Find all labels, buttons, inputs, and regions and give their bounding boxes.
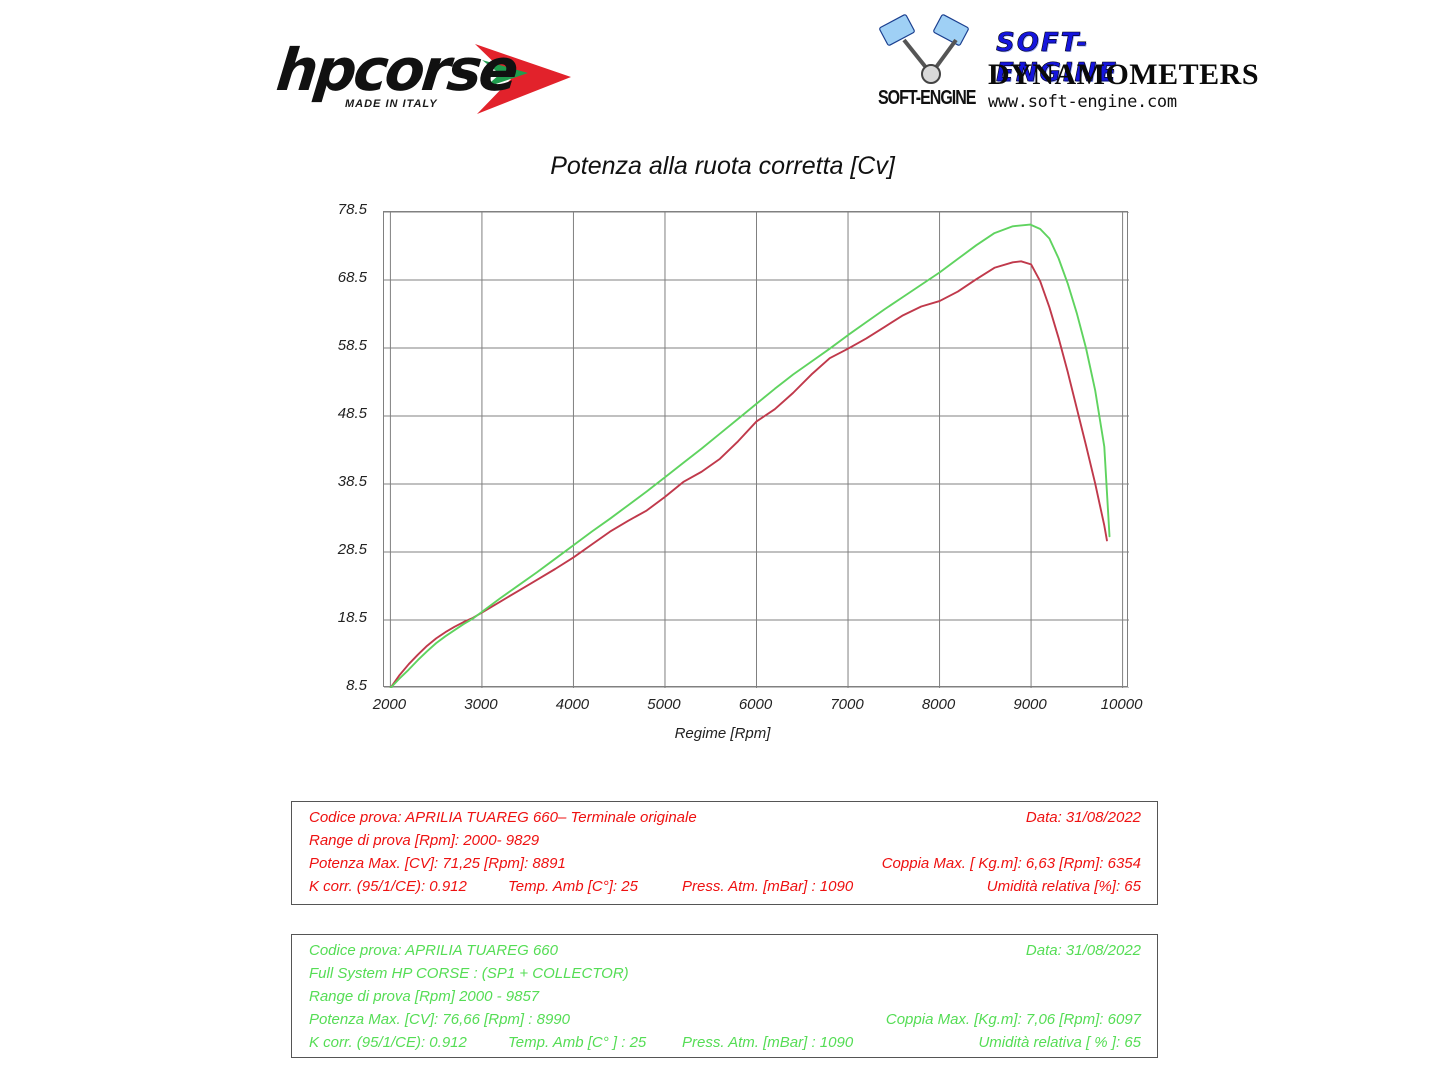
chart-gridlines	[384, 212, 1129, 688]
temp-amb-stock: Temp. Amb [C°]: 25	[508, 878, 638, 895]
y-axis-tick-label: 8.5	[346, 677, 367, 694]
x-axis-tick-label: 4000	[555, 696, 590, 713]
piston-v-twin-icon	[879, 14, 969, 84]
soft-engine-name: SOFT-ENGINE	[996, 28, 1119, 89]
x-axis-tick-label: 8000	[921, 696, 956, 713]
info-row: Potenza Max. [CV]: 76,66 [Rpm] : 8990 Co…	[292, 1011, 1157, 1034]
x-axis-tick-label: 2000	[372, 696, 407, 713]
soft-engine-subtitle: DYNAMOMETERS	[988, 58, 1260, 91]
info-row: Full System HP CORSE : (SP1 + COLLECTOR)	[292, 965, 1157, 988]
range-prova-hpcorse: Range di prova [Rpm] 2000 - 9857	[309, 988, 540, 1005]
chart-curves	[389, 223, 1111, 688]
plot-area	[383, 211, 1129, 688]
press-atm-hpcorse: Press. Atm. [mBar] : 1090	[682, 1034, 854, 1051]
soft-engine-logo: SOFT-ENGINE SOFT-ENGINE DYNAMOMETERS www…	[868, 12, 1259, 112]
data-hpcorse: Data: 31/08/2022	[1025, 942, 1141, 959]
info-row: Range di prova [Rpm] 2000 - 9857	[292, 988, 1157, 1011]
codice-prova-hpcorse: Codice prova: APRILIA TUAREG 660	[309, 942, 558, 959]
chart-title: Potenza alla ruota corretta [Cv]	[550, 152, 895, 180]
x-axis-tick-label: 9000	[1013, 696, 1047, 713]
series-line-0	[389, 260, 1108, 688]
header-logos: hpcorse MADE IN ITALY SOFT-ENGINE SOFT-E…	[0, 0, 1445, 125]
x-axis-tick-label: 6000	[738, 696, 773, 713]
x-axis-tick-label: 7000	[830, 696, 864, 713]
coppia-max-hpcorse: Coppia Max. [Kg.m]: 7,06 [Rpm]: 6097	[885, 1011, 1141, 1028]
run-info-box-hpcorse: Codice prova: APRILIA TUAREG 660 Data: 3…	[291, 934, 1158, 1058]
x-axis-tick-label: 10000	[1100, 696, 1143, 713]
kcorr-stock: K corr. (95/1/CE): 0.912	[309, 878, 467, 895]
info-row: K corr. (95/1/CE): 0.912 Temp. Amb [C° ]…	[292, 1034, 1157, 1057]
coppia-max-stock: Coppia Max. [ Kg.m]: 6,63 [Rpm]: 6354	[881, 855, 1141, 872]
temp-amb-hpcorse: Temp. Amb [C° ] : 25	[508, 1034, 647, 1051]
hp-corse-tagline: MADE IN ITALY	[345, 98, 438, 110]
codice-prova-stock: Codice prova: APRILIA TUAREG 660– Termin…	[309, 809, 697, 826]
data-stock: Data: 31/08/2022	[1025, 809, 1141, 826]
umidita-stock: Umidità relativa [%]: 65	[986, 878, 1141, 895]
soft-engine-url: www.soft-engine.com	[988, 92, 1177, 112]
info-row: Codice prova: APRILIA TUAREG 660 Data: 3…	[292, 942, 1157, 965]
info-row: K corr. (95/1/CE): 0.912 Temp. Amb [C°]:…	[292, 878, 1157, 901]
hp-corse-red-arrow-icon	[475, 44, 571, 114]
potenza-max-hpcorse: Potenza Max. [CV]: 76,66 [Rpm] : 8990	[309, 1011, 570, 1028]
hp-corse-logo: hpcorse MADE IN ITALY	[273, 22, 571, 114]
y-axis-tick-label: 48.5	[337, 405, 367, 422]
press-atm-stock: Press. Atm. [mBar] : 1090	[682, 878, 854, 895]
dyno-chart	[383, 211, 1129, 688]
y-axis-tick-label: 38.5	[337, 473, 367, 490]
series-line-1	[389, 223, 1111, 688]
info-row: Potenza Max. [CV]: 71,25 [Rpm]: 8891 Cop…	[292, 855, 1157, 878]
hp-corse-wordmark: hpcorse	[273, 36, 520, 104]
range-prova-stock: Range di prova [Rpm]: 2000- 9829	[309, 832, 540, 849]
x-axis-label: Regime [Rpm]	[674, 725, 771, 742]
x-axis-tick-label: 5000	[647, 696, 681, 713]
x-axis-tick-label: 3000	[464, 696, 498, 713]
info-row: Codice prova: APRILIA TUAREG 660– Termin…	[292, 809, 1157, 832]
run-info-box-stock: Codice prova: APRILIA TUAREG 660– Termin…	[291, 801, 1158, 905]
y-axis-tick-label: 58.5	[337, 337, 367, 354]
kcorr-hpcorse: K corr. (95/1/CE): 0.912	[309, 1034, 467, 1051]
info-row: Range di prova [Rpm]: 2000- 9829	[292, 832, 1157, 855]
potenza-max-stock: Potenza Max. [CV]: 71,25 [Rpm]: 8891	[309, 855, 566, 872]
y-axis-tick-label: 18.5	[337, 609, 367, 626]
soft-engine-badge-text: SOFT-ENGINE	[878, 87, 976, 109]
umidita-hpcorse: Umidità relativa [ % ]: 65	[978, 1034, 1141, 1051]
y-axis-tick-label: 78.5	[337, 201, 367, 218]
full-system-hpcorse: Full System HP CORSE : (SP1 + COLLECTOR)	[309, 965, 629, 982]
hp-corse-green-arrow-icon	[482, 60, 528, 88]
y-axis-tick-label: 68.5	[337, 269, 367, 286]
y-axis-tick-label: 28.5	[337, 541, 367, 558]
